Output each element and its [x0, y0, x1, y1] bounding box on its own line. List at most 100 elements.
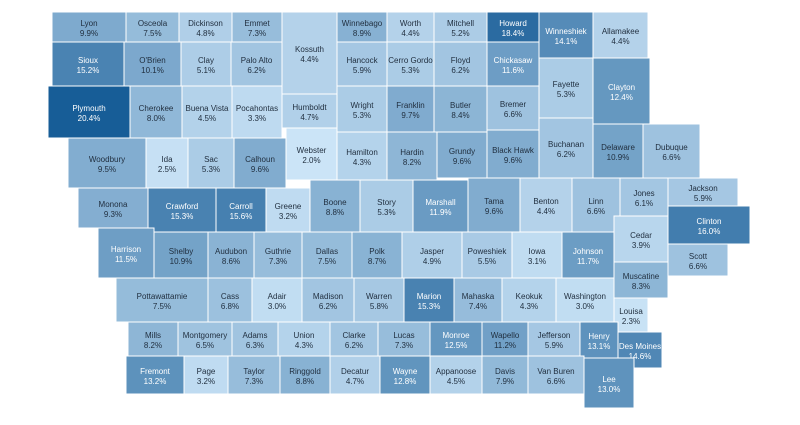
county-name: Grundy [449, 147, 475, 156]
county-value: 4.5% [198, 114, 216, 123]
county-name: Buena Vista [186, 104, 230, 113]
county-name: Butler [450, 101, 471, 110]
county-shape [336, 131, 388, 181]
county-name: Union [294, 331, 315, 340]
county-value: 8.4% [451, 111, 469, 120]
county-name: Hardin [400, 148, 424, 157]
county-name: Mitchell [447, 19, 474, 28]
county-value: 6.6% [689, 262, 707, 271]
county-shape [592, 57, 651, 125]
county-name: Palo Alto [241, 56, 273, 65]
county-name: O'Brien [139, 56, 165, 65]
county-name: Crawford [166, 202, 198, 211]
county-name: Montgomery [183, 331, 227, 340]
county-shape [215, 187, 267, 233]
county-name: Chickasaw [494, 56, 533, 65]
county-name: Dubuque [655, 143, 688, 152]
county-shape [667, 243, 729, 277]
county-shape [486, 85, 540, 131]
county-value: 5.1% [197, 66, 215, 75]
county-value: 9.6% [485, 207, 503, 216]
county-shape [667, 177, 739, 207]
county-name: Jones [633, 189, 654, 198]
county-value: 2.0% [302, 156, 320, 165]
county-name: Van Buren [537, 367, 574, 376]
county-value: 3.1% [528, 257, 546, 266]
county-value: 8.7% [368, 257, 386, 266]
county-name: Marion [417, 292, 441, 301]
county-value: 13.2% [144, 377, 167, 386]
county-value: 4.3% [295, 341, 313, 350]
county-name: Clay [198, 56, 214, 65]
county-value: 7.5% [153, 302, 171, 311]
county-name: Webster [297, 146, 327, 155]
county-value: 5.5% [478, 257, 496, 266]
county-value: 14.6% [629, 352, 652, 361]
county-name: Winnebago [342, 19, 383, 28]
county-value: 4.4% [537, 207, 555, 216]
county-name: Shelby [169, 247, 193, 256]
county-value: 7.3% [245, 377, 263, 386]
county-shape [51, 11, 127, 43]
county-value: 15.2% [77, 66, 100, 75]
county-value: 4.4% [401, 29, 419, 38]
county-shape [429, 321, 483, 357]
county-name: Story [377, 198, 396, 207]
county-shape [642, 123, 701, 179]
county-name: Clarke [342, 331, 366, 340]
county-value: 5.9% [694, 194, 712, 203]
county-value: 6.1% [635, 199, 653, 208]
county-name: Plymouth [72, 104, 105, 113]
county-value: 14.1% [555, 37, 578, 46]
county-value: 6.3% [246, 341, 264, 350]
county-shape [351, 231, 403, 279]
county-value: 5.9% [353, 66, 371, 75]
county-shape [125, 11, 180, 43]
county-value: 3.0% [268, 302, 286, 311]
county-value: 18.4% [502, 29, 525, 38]
county-name: Carroll [229, 202, 253, 211]
county-name: Pocahontas [236, 104, 278, 113]
county-shape [386, 85, 435, 133]
county-shape [453, 277, 503, 323]
county-value: 6.2% [247, 66, 265, 75]
county-value: 5.9% [545, 341, 563, 350]
county-name: Jackson [688, 184, 717, 193]
county-name: Adair [268, 292, 287, 301]
county-name: Monona [99, 200, 128, 209]
county-value: 13.1% [588, 342, 611, 351]
